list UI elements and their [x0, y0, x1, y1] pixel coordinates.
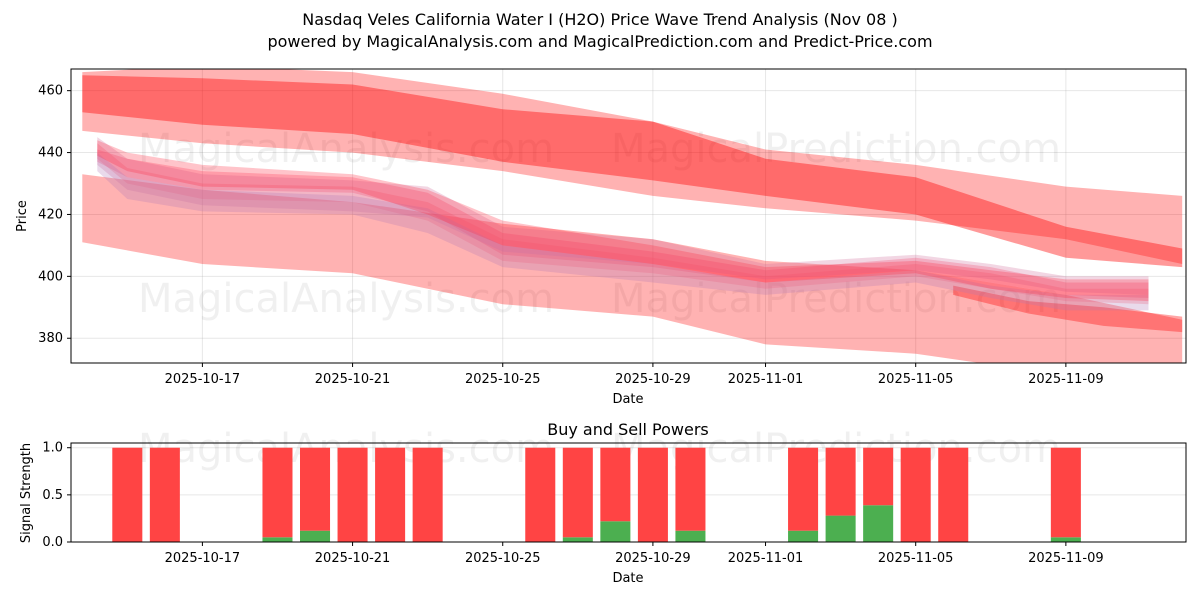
wave-2 — [97, 143, 1149, 305]
price-plot-area — [82, 69, 1183, 363]
power-xtick-label: 2025-10-25 — [465, 551, 541, 566]
sell-bar — [900, 447, 931, 542]
price-xtick-label: 2025-11-01 — [728, 372, 804, 387]
price-xtick-label: 2025-11-05 — [878, 372, 954, 387]
watermark-mid-left: MagicalAnalysis.com — [138, 276, 554, 322]
power-ylabel: Signal Strength — [19, 443, 34, 543]
power-axes: 0.0 0.5 1.0 2025-10-17 2025-10-21 2025-10-25 2… — [42, 441, 1103, 566]
sell-bar — [825, 447, 856, 516]
upper-band-light — [82, 69, 1183, 264]
price-ytick-label: 400 — [38, 269, 63, 284]
price-axes: 380 400 420 440 460 2025-10-17 2025-10-21 2025-… — [38, 84, 1103, 387]
buy-bar — [562, 537, 593, 542]
wave-3 — [97, 137, 1149, 295]
price-plot-frame — [70, 68, 1187, 364]
power-title: Buy and Sell Powers — [547, 420, 709, 439]
power-xtick-label: 2025-11-05 — [878, 551, 954, 566]
price-xlabel: Date — [612, 392, 643, 407]
buy-bar — [300, 530, 331, 542]
sell-bar — [149, 447, 180, 542]
watermark-top-right: MagicalPrediction.com — [611, 126, 1061, 172]
price-panel: MagicalAnalysis.com MagicalPrediction.co… — [15, 68, 1187, 407]
lower-band-dark — [953, 285, 1183, 333]
buy-bar — [863, 505, 894, 542]
power-xtick-label: 2025-11-01 — [728, 551, 804, 566]
sell-bar — [1050, 447, 1081, 538]
sell-bar — [375, 447, 406, 542]
sell-bar — [337, 447, 368, 542]
power-ytick-label: 0.0 — [42, 535, 63, 550]
lower-band — [82, 174, 1183, 363]
price-ytick-label: 380 — [38, 331, 63, 346]
power-xtick-label: 2025-11-09 — [1028, 551, 1104, 566]
buy-bar — [825, 515, 856, 542]
power-xtick-label: 2025-10-17 — [165, 551, 241, 566]
price-ytick-label: 460 — [38, 84, 63, 99]
price-xtick-label: 2025-10-25 — [465, 372, 541, 387]
watermark-group-top: MagicalAnalysis.com MagicalPrediction.co… — [138, 126, 1061, 322]
power-plot-frame — [70, 442, 1187, 543]
power-xtick-label: 2025-10-21 — [315, 551, 391, 566]
power-plot-area — [112, 447, 1081, 542]
price-ytick-label: 420 — [38, 207, 63, 222]
chart-title-line1: Nasdaq Veles California Water I (H2O) Pr… — [302, 10, 897, 29]
watermark-mid-right: MagicalPrediction.com — [611, 276, 1061, 322]
sell-bar — [300, 447, 331, 531]
power-ytick-label: 1.0 — [42, 441, 63, 456]
sell-bar — [262, 447, 293, 538]
power-panel: Buy and Sell Powers MagicalAnalysis.com … — [19, 420, 1187, 586]
upper-band-dark — [82, 75, 1183, 268]
sell-bar — [525, 447, 556, 542]
sell-bar — [600, 447, 631, 522]
price-ytick-label: 440 — [38, 146, 63, 161]
buy-bar — [788, 530, 819, 542]
price-grid — [71, 69, 1186, 363]
wave-1 — [97, 149, 1149, 298]
wave-5 — [97, 140, 1149, 302]
sell-bar — [562, 447, 593, 538]
power-xlabel: Date — [612, 571, 643, 586]
price-xtick-label: 2025-11-09 — [1028, 372, 1104, 387]
buy-bar — [262, 537, 293, 542]
power-xtick-label: 2025-10-29 — [615, 551, 691, 566]
sell-bar — [675, 447, 706, 531]
price-ylabel: Price — [15, 200, 30, 232]
sell-bar — [637, 447, 668, 542]
sell-bar — [112, 447, 143, 542]
price-xtick-label: 2025-10-17 — [165, 372, 241, 387]
wave-4 — [97, 152, 1149, 311]
buy-bar — [675, 530, 706, 542]
sell-bar — [863, 447, 894, 506]
price-xtick-label: 2025-10-29 — [615, 372, 691, 387]
sell-bar — [412, 447, 443, 542]
chart-title-line2: powered by MagicalAnalysis.com and Magic… — [267, 32, 932, 51]
price-xtick-label: 2025-10-21 — [315, 372, 391, 387]
power-ytick-label: 0.5 — [42, 488, 63, 503]
sell-bar — [938, 447, 969, 542]
buy-bar — [1050, 537, 1081, 542]
sell-bar — [788, 447, 819, 531]
buy-bar — [600, 521, 631, 542]
watermark-top-left: MagicalAnalysis.com — [138, 126, 554, 172]
